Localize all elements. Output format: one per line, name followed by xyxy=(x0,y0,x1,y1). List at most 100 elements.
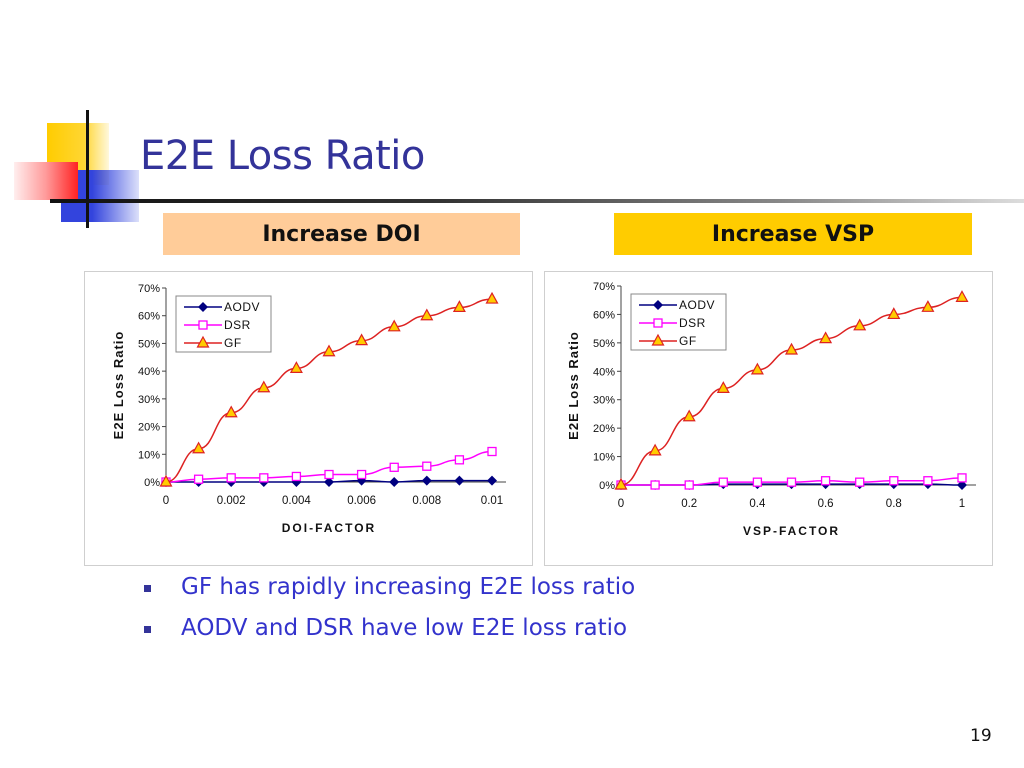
marker-gf-point xyxy=(192,441,206,454)
x-tick-label: 0.8 xyxy=(886,498,902,510)
chart-doi-svg: 0% 10% 20% 30% 40% 50% 60% 70% 0 0.002 0.004 0.006 0… xyxy=(111,283,506,535)
marker-dsr-point xyxy=(923,476,933,486)
y-tick-label: 30% xyxy=(138,394,160,406)
marker-gf-point xyxy=(750,362,764,375)
marker-dsr-point xyxy=(650,480,660,490)
legend-label-aodv: AODV xyxy=(224,300,260,314)
y-tick-label: 50% xyxy=(138,338,160,350)
y-tick-label: 70% xyxy=(138,283,160,295)
y-tick-label: 60% xyxy=(138,311,160,323)
marker-gf-point xyxy=(784,342,799,355)
header-increase-doi: Increase DOI xyxy=(163,213,520,255)
marker-dsr-point xyxy=(198,320,208,330)
marker-gf-point xyxy=(159,474,173,487)
marker-dsr-point xyxy=(291,471,302,482)
legend-label-dsr: DSR xyxy=(679,316,706,330)
marker-dsr-point xyxy=(957,473,967,483)
y-tick-label: 10% xyxy=(593,452,615,464)
marker-dsr-point xyxy=(718,477,728,487)
y-tick-label: 0% xyxy=(144,477,160,489)
y-tick-label: 20% xyxy=(593,423,615,435)
x-tick-label: 0.004 xyxy=(282,495,311,507)
chart-vsp: 0% 10% 20% 30% 40% 50% 60% 70% 0 0.2 0.4 0.6 0.8 1 VSP… xyxy=(544,271,993,566)
marker-gf-point xyxy=(887,307,901,320)
marker-gf-point xyxy=(921,300,935,312)
bullet-square-icon xyxy=(144,585,151,592)
bullet-item: GF has rapidly increasing E2E loss ratio xyxy=(144,566,635,607)
marker-dsr-point xyxy=(653,318,663,328)
y-tick-label: 70% xyxy=(593,281,615,293)
marker-gf-point xyxy=(355,333,369,346)
marker-aodv-point xyxy=(198,302,208,312)
marker-gf-point xyxy=(224,405,238,418)
bullet-text: GF has rapidly increasing E2E loss ratio xyxy=(181,573,636,600)
marker-gf-point xyxy=(420,308,434,321)
marker-gf-point xyxy=(452,300,466,313)
x-tick-label: 0.002 xyxy=(217,495,246,507)
marker-gf-point xyxy=(955,290,969,302)
x-tick-label: 0 xyxy=(618,498,624,510)
decorative-red-square xyxy=(14,162,78,200)
x-tick-label: 0 xyxy=(163,495,169,507)
marker-dsr-point xyxy=(786,477,797,487)
page-number: 19 xyxy=(970,726,992,746)
marker-dsr-point xyxy=(454,455,465,465)
bullet-text: AODV and DSR have low E2E loss ratio xyxy=(181,614,628,641)
marker-gf-point xyxy=(648,443,662,456)
x-axis-label: DOI-FACTOR xyxy=(282,521,376,535)
marker-aodv-point xyxy=(324,477,334,487)
x-axis-label: VSP-FACTOR xyxy=(743,524,840,538)
x-tick-label: 0.006 xyxy=(347,495,376,507)
marker-gf-point xyxy=(289,361,303,373)
y-tick-label: 20% xyxy=(138,422,160,434)
marker-dsr-point xyxy=(389,462,399,472)
chart-vsp-svg: 0% 10% 20% 30% 40% 50% 60% 70% 0 0.2 0.4 0.6 0.8 1 VSP… xyxy=(566,281,976,538)
marker-aodv-point xyxy=(389,477,400,487)
marker-gf-point xyxy=(322,344,336,357)
marker-dsr-point xyxy=(193,474,204,484)
marker-gf-point xyxy=(682,409,696,422)
header-increase-vsp: Increase VSP xyxy=(614,213,972,255)
y-tick-label: 30% xyxy=(593,395,615,407)
bullet-list: GF has rapidly increasing E2E loss ratio… xyxy=(144,566,635,648)
marker-gf-point xyxy=(614,477,628,490)
chart-doi: 0% 10% 20% 30% 40% 50% 60% 70% 0 0.002 0.004 0.006 0… xyxy=(84,271,533,566)
bullet-item: AODV and DSR have low E2E loss ratio xyxy=(144,607,635,648)
marker-dsr-point xyxy=(259,473,269,483)
y-axis-label: E2E Loss Ratio xyxy=(111,331,126,440)
marker-dsr-point xyxy=(752,477,763,487)
marker-dsr-point xyxy=(226,473,236,483)
marker-gf-point xyxy=(257,380,271,393)
marker-gf-point xyxy=(853,318,867,331)
marker-aodv-point xyxy=(653,300,663,310)
x-tick-label: 0.2 xyxy=(681,498,697,510)
x-tick-label: 0.4 xyxy=(749,498,766,510)
y-tick-label: 50% xyxy=(593,338,615,350)
y-tick-label: 0% xyxy=(599,480,615,492)
legend-label-gf: GF xyxy=(679,334,697,348)
marker-dsr-point xyxy=(889,476,899,486)
legend-label-dsr: DSR xyxy=(224,318,251,332)
marker-aodv-point xyxy=(454,475,465,486)
marker-dsr-point xyxy=(422,461,432,471)
y-axis-label: E2E Loss Ratio xyxy=(566,331,581,440)
x-tick-label: 0.6 xyxy=(818,498,834,510)
slide-title: E2E Loss Ratio xyxy=(140,133,425,179)
legend-label-gf: GF xyxy=(224,336,242,350)
title-underline xyxy=(50,199,1024,203)
marker-aodv-point xyxy=(487,475,497,486)
marker-dsr-point xyxy=(855,477,865,487)
marker-gf-point xyxy=(651,333,665,346)
x-tick-label: 0.01 xyxy=(481,495,503,507)
y-tick-label: 40% xyxy=(138,366,160,378)
marker-dsr-point xyxy=(487,446,497,457)
marker-gf-point xyxy=(485,291,499,304)
marker-gf-point xyxy=(819,331,833,344)
y-tick-label: 40% xyxy=(593,366,615,378)
marker-gf-point xyxy=(387,319,401,332)
marker-gf-point xyxy=(196,335,210,348)
decorative-vertical-line xyxy=(86,110,89,228)
x-tick-label: 1 xyxy=(959,498,965,510)
marker-aodv-point xyxy=(421,475,432,486)
marker-dsr-point xyxy=(820,476,831,486)
